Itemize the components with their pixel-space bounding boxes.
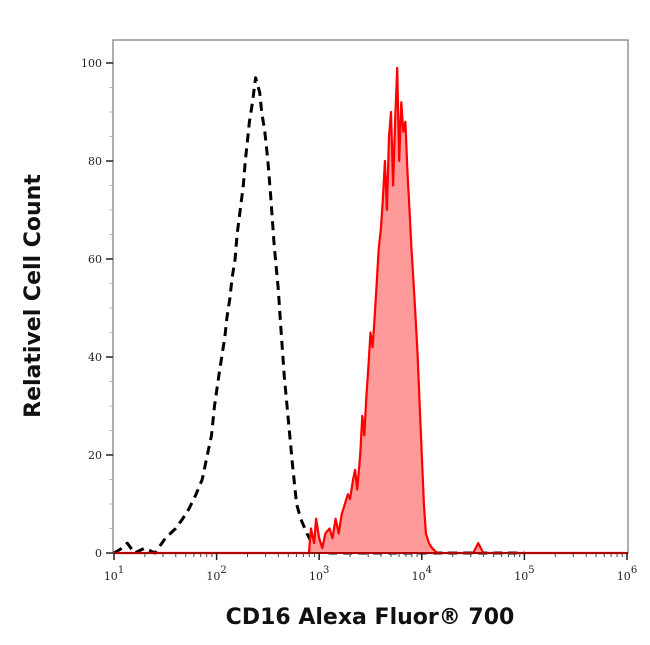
series-line-1 <box>114 66 626 555</box>
x-tick-label: 101 <box>104 565 124 583</box>
y-tick-label: 100 <box>81 57 102 70</box>
y-tick-label: 20 <box>88 449 102 462</box>
series-line-0 <box>113 76 525 555</box>
x-axis-title: CD16 Alexa Fluor® 700 <box>226 605 515 630</box>
y-tick-label: 60 <box>88 253 102 266</box>
y-axis: 0 20 40 60 80 100 <box>81 57 113 560</box>
x-tick-label: 106 <box>617 565 637 583</box>
x-tick-label: 103 <box>309 565 329 583</box>
x-axis: 101 102 103 104 105 106 <box>104 553 637 583</box>
y-axis-title: Relativel Cell Count <box>21 174 46 418</box>
series-fill-1 <box>114 67 626 554</box>
y-tick-label: 0 <box>95 547 102 560</box>
x-tick-label: 104 <box>412 565 432 583</box>
y-tick-label: 80 <box>88 155 102 168</box>
x-tick-label: 102 <box>206 565 226 583</box>
y-tick-label: 40 <box>88 351 102 364</box>
x-tick-label: 105 <box>514 565 534 583</box>
series-layer <box>113 66 628 555</box>
